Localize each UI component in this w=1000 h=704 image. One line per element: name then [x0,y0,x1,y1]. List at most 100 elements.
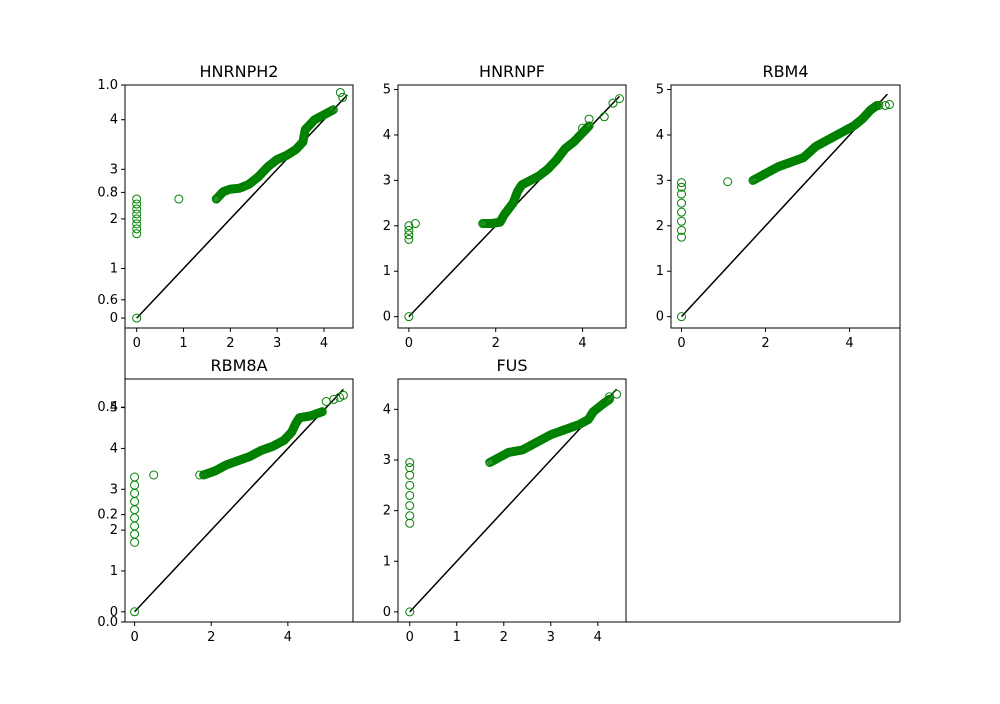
plot-content [405,388,622,617]
y-tick-label: 1 [383,554,391,569]
data-point [130,607,140,617]
y-tick-label: 2 [383,504,391,519]
x-tick-label: 3 [547,630,555,645]
data-point [583,122,593,132]
subplot-title: HNRNPF [479,62,545,81]
y-tick-label: 5 [656,83,664,98]
data-point [869,103,879,113]
y-tick-label: 3 [656,173,664,188]
data-point [132,219,142,229]
data-point [870,102,880,112]
y-tick-label: 0 [383,605,391,620]
subplot-title: RBM4 [762,62,808,81]
data-point [677,216,687,226]
data-point [404,234,414,244]
y-tick-label: 1 [656,264,664,279]
data-point [216,189,226,199]
data-point [149,470,159,480]
y-tick-label: 2 [110,523,118,538]
y-tick-label: 3 [383,453,391,468]
parent-y-tick-label: 0.4 [97,400,118,415]
y-tick-label: 2 [110,212,118,227]
data-point [405,463,415,473]
subplot-hnrnph2: 0 1 2 3 4 0 1 2 3 4 HNRNPH2 [110,62,354,351]
data-point [677,178,687,188]
axes-frame [397,378,627,623]
x-tick-label: 2 [226,336,234,351]
data-point [677,198,687,208]
data-point [405,480,415,490]
data-point [132,224,142,234]
data-point [328,105,338,115]
axes-frame [670,84,901,329]
data-point [404,221,414,231]
y-tick-label: 2 [656,219,664,234]
parent-y-tick-label: 0.0 [97,615,118,630]
plot-content [130,388,348,617]
data-point [174,194,184,204]
subplot-rbm4: 0 2 4 0 1 2 3 4 5 RBM4 [656,62,901,351]
data-point [405,458,415,468]
y-tick-label: 3 [110,482,118,497]
data-point [404,230,414,240]
x-tick-label: 0 [133,336,141,351]
subplot-panels: 0 1 2 3 4 0 1 2 3 4 HNRNPH2 0 2 4 0 1 2 3 4 5 HNRNPF 0 2 4 0 1 2 3 4… [110,62,901,645]
y-tick-label: 0 [656,310,664,325]
data-point [612,389,622,399]
data-point [132,313,142,323]
data-point [874,100,884,110]
y-tick-label: 0 [110,311,118,326]
data-point [602,396,612,406]
data-point [723,177,733,187]
reference-line [134,388,344,613]
data-point [582,123,592,133]
parent-y-tick-label: 0.2 [97,508,118,523]
subplot-title: HNRNPH2 [200,62,279,81]
data-point [614,94,624,104]
data-point [132,204,142,214]
x-tick-label: 0 [406,630,414,645]
plot-content [677,93,894,322]
reference-line [136,94,348,319]
y-tick-label: 1 [383,264,391,279]
y-tick-label: 4 [383,128,391,143]
x-tick-label: 0 [405,336,413,351]
data-point [338,390,348,400]
x-tick-label: 2 [207,630,215,645]
plot-content [404,94,624,322]
data-point [884,100,894,110]
data-point [195,470,205,480]
data-point [405,511,415,521]
axes-frame [124,84,354,329]
data-point [335,87,345,97]
parent-y-tick-label: 1.0 [97,78,118,93]
data-point [130,472,140,482]
subplot-title: RBM8A [210,356,267,375]
x-tick-label: 2 [761,336,769,351]
data-point [870,102,880,112]
data-point [404,225,414,235]
data-point [132,199,142,209]
data-point [405,490,415,500]
data-point [410,219,420,229]
y-tick-label: 1 [110,261,118,276]
data-point [677,189,687,199]
x-tick-label: 1 [453,630,461,645]
subplot-title: FUS [496,356,527,375]
data-point [677,312,687,322]
data-point [329,394,339,404]
y-tick-label: 1 [110,564,118,579]
data-point [132,229,142,239]
data-point [404,312,414,322]
data-point [677,182,687,192]
x-tick-label: 4 [320,336,328,351]
axes-frame [397,84,627,329]
x-tick-label: 0 [677,336,685,351]
x-tick-label: 1 [179,336,187,351]
x-tick-label: 4 [594,630,602,645]
x-tick-label: 0 [130,630,138,645]
y-tick-label: 5 [383,83,391,98]
data-point [132,209,142,219]
y-tick-label: 0 [383,310,391,325]
